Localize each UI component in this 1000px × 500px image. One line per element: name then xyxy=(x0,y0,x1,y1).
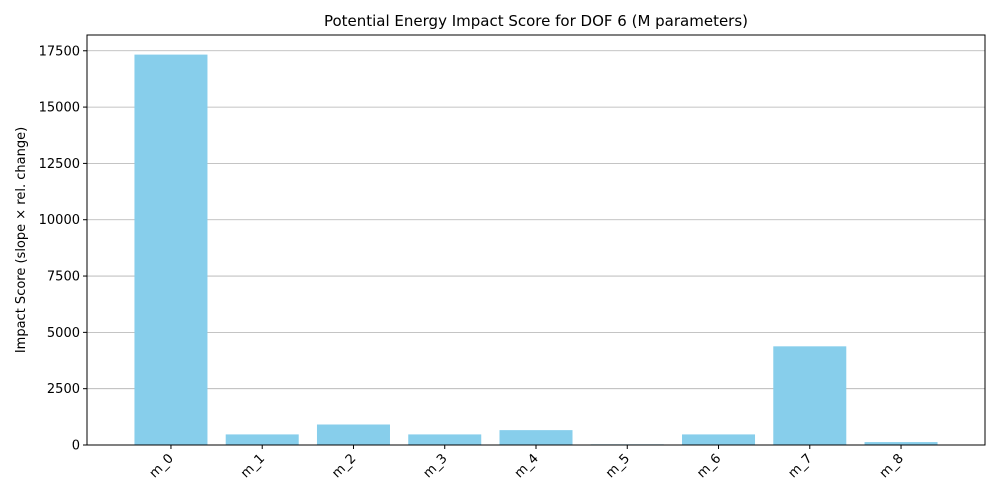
bar-m_1 xyxy=(225,434,299,445)
y-tick-label: 0 xyxy=(72,439,80,454)
x-tick-label: m_2 xyxy=(329,451,359,481)
y-tick-label: 2500 xyxy=(47,382,80,397)
y-tick-label: 15000 xyxy=(39,101,80,116)
plot-frame xyxy=(86,34,986,446)
x-tick-label: m_7 xyxy=(786,451,816,481)
bars xyxy=(134,54,938,445)
y-tick-label: 12500 xyxy=(39,157,80,172)
x-tick-label: m_1 xyxy=(238,451,268,481)
gridlines xyxy=(87,50,985,446)
x-tick-label: m_8 xyxy=(877,451,907,481)
x-tick-label: m_3 xyxy=(421,451,451,481)
x-tick-label: m_0 xyxy=(147,451,177,481)
y-tick-label: 10000 xyxy=(39,213,80,228)
y-tick-label: 17500 xyxy=(39,44,80,59)
y-axis-title: Impact Score (slope × rel. change) xyxy=(14,127,29,353)
y-tick-label: 5000 xyxy=(47,326,80,341)
y-tick-label: 7500 xyxy=(47,270,80,285)
x-tick-label: m_6 xyxy=(694,451,724,481)
x-axis-ticks: m_0 m_1 m_2 m_3 m_4 m_5 m_6 m_7 m_8 xyxy=(147,445,907,481)
y-axis-ticks: 0 2500 5000 7500 10000 12500 15000 17500 xyxy=(39,44,87,454)
chart-title: Potential Energy Impact Score for DOF 6 … xyxy=(324,12,748,30)
bar-m_7 xyxy=(773,346,847,445)
bar-m_4 xyxy=(499,430,573,445)
bar-m_3 xyxy=(408,434,482,445)
x-tick-label: m_5 xyxy=(603,451,633,481)
bar-m_0 xyxy=(134,54,208,445)
x-tick-label: m_4 xyxy=(512,451,542,481)
bar-m_2 xyxy=(316,424,390,445)
bar-m_8 xyxy=(864,442,938,445)
bar-m_6 xyxy=(682,434,756,445)
